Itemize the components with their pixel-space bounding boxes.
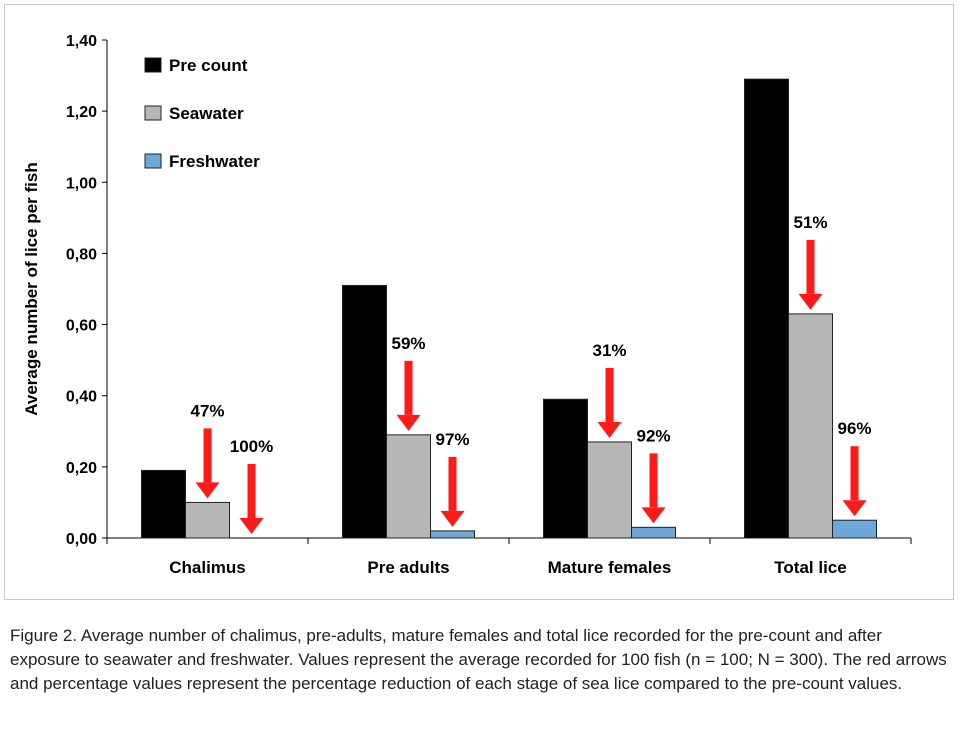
reduction-arrow-head <box>195 482 220 499</box>
chart-frame: 0,00 0,20 0,40 0,60 0,80 1,00 1,20 1,40 Average … <box>4 4 954 600</box>
bar-pre-count <box>543 398 588 539</box>
reduction-arrow-head <box>798 293 823 310</box>
bar-pre-count <box>744 78 789 539</box>
reduction-label: 100% <box>230 437 273 456</box>
reduction-arrow <box>247 464 256 518</box>
reduction-arrow <box>850 446 859 501</box>
x-tick-label: Mature females <box>548 558 672 577</box>
reduction-label: 96% <box>837 419 871 438</box>
bar-seawater <box>587 441 632 539</box>
reduction-label: 59% <box>391 334 425 353</box>
bar-chart: 0,00 0,20 0,40 0,60 0,80 1,00 1,20 1,40 Average … <box>22 33 912 577</box>
y-tick-label: 0,80 <box>66 246 97 263</box>
legend-label: Pre count <box>169 56 248 75</box>
reduction-arrow <box>649 453 658 508</box>
figure-caption: Figure 2. Average number of chalimus, pr… <box>10 626 947 693</box>
bar-seawater <box>185 501 230 539</box>
reduction-arrow-head <box>396 414 421 431</box>
reduction-arrow <box>806 239 815 294</box>
reduction-arrow-head <box>597 421 622 438</box>
reduction-label: 51% <box>793 213 827 232</box>
reduction-label: 47% <box>190 401 224 420</box>
legend-swatch <box>144 153 162 169</box>
x-tick-label: Chalimus <box>169 558 246 577</box>
bar-pre-count <box>342 284 387 539</box>
reduction-arrow <box>605 367 614 422</box>
y-tick-label: 0,00 <box>66 531 97 548</box>
y-tick-label: 1,40 <box>66 33 97 50</box>
bar-seawater <box>788 313 833 539</box>
y-axis-label: Average number of lice per fish <box>22 162 41 416</box>
bar-seawater <box>386 434 431 539</box>
bar-freshwater <box>832 519 877 539</box>
bar-freshwater <box>631 526 676 539</box>
legend-label: Freshwater <box>169 152 260 171</box>
y-tick-label: 1,20 <box>66 104 97 121</box>
legend-swatch <box>144 105 162 121</box>
reduction-label: 97% <box>435 430 469 449</box>
y-tick-label: 1,00 <box>66 175 97 192</box>
reduction-arrow-head <box>440 510 465 527</box>
reduction-arrow <box>448 456 457 511</box>
reduction-arrow-head <box>641 507 666 524</box>
y-tick-label: 0,20 <box>66 460 97 477</box>
reduction-label: 31% <box>592 341 626 360</box>
reduction-label: 92% <box>636 426 670 445</box>
reduction-arrow <box>203 428 212 483</box>
x-tick-label: Total lice <box>774 558 846 577</box>
bar-freshwater <box>430 530 475 539</box>
x-tick-label: Pre adults <box>367 558 449 577</box>
y-tick-label: 0,60 <box>66 318 97 335</box>
legend-swatch <box>144 57 162 73</box>
legend-label: Seawater <box>169 104 244 123</box>
bar-pre-count <box>141 469 186 539</box>
reduction-arrow-head <box>842 500 867 517</box>
reduction-arrow <box>404 360 413 415</box>
y-tick-label: 0,40 <box>66 389 97 406</box>
reduction-arrow-head <box>239 518 264 534</box>
